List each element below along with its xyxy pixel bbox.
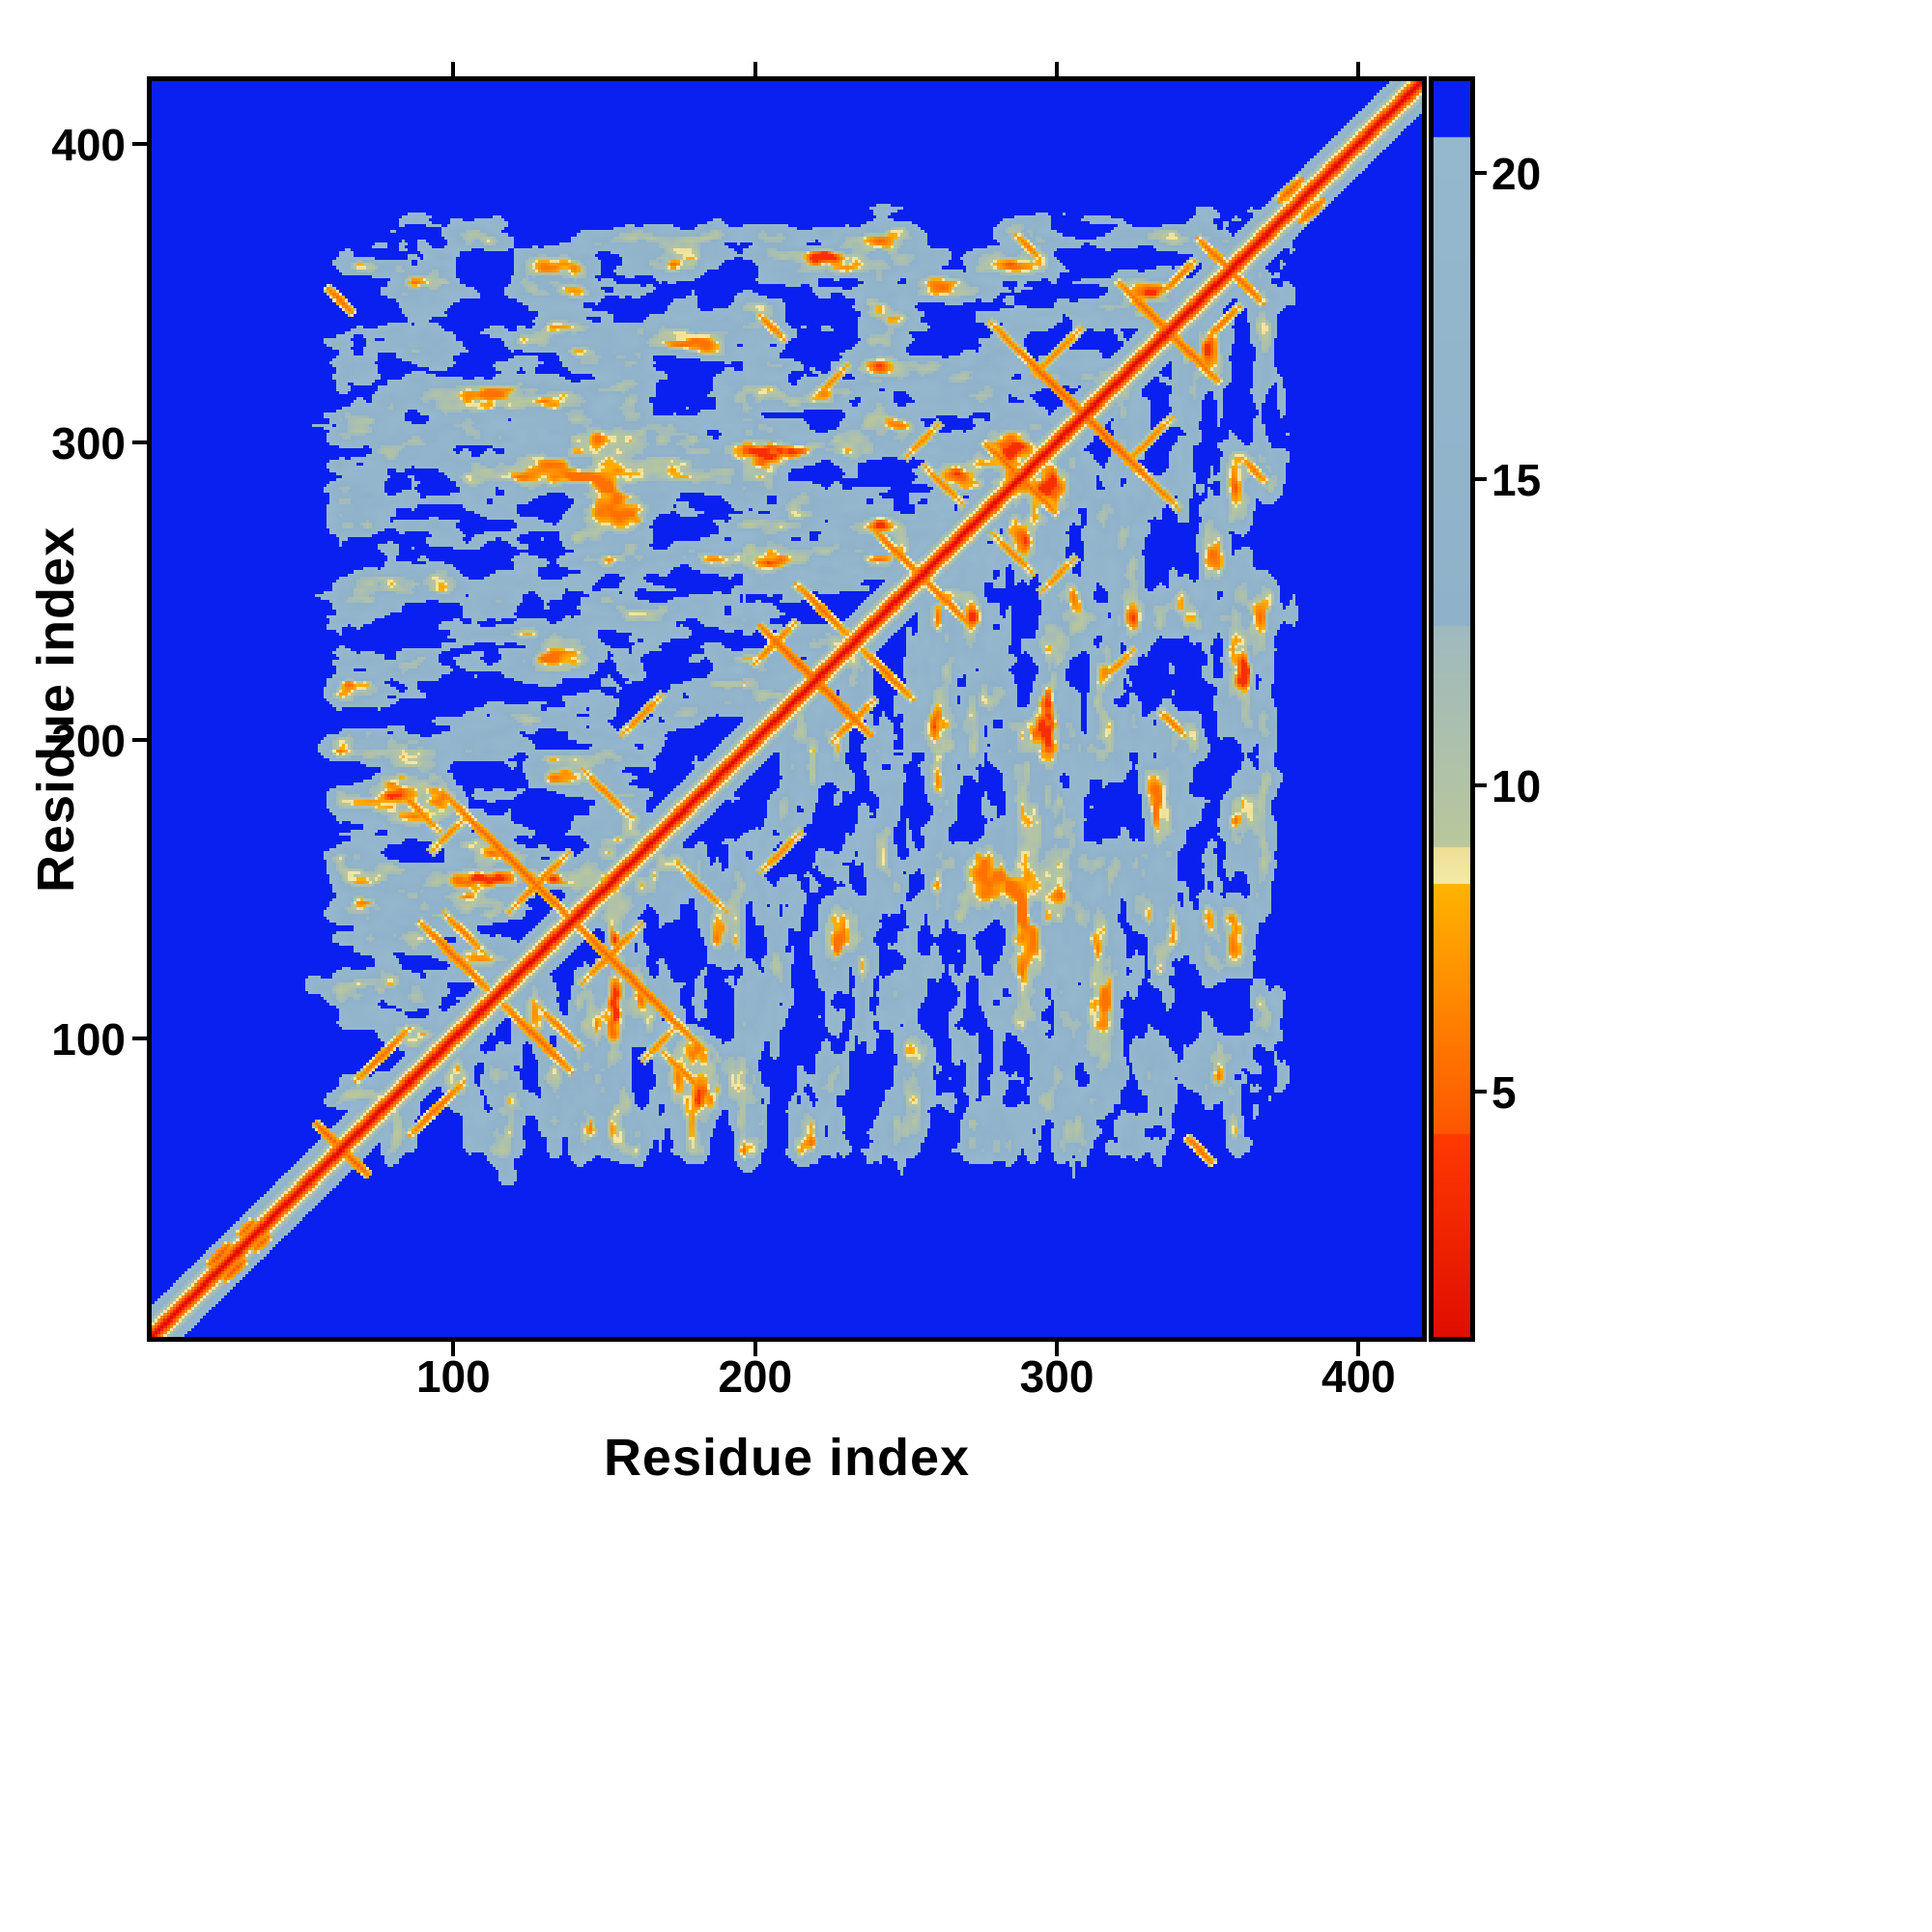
plot-area-frame [147, 76, 1427, 1342]
x-tick-mark-top [1055, 62, 1060, 76]
x-tick-mark [1356, 1342, 1361, 1356]
colorbar-tick-label: 5 [1492, 1067, 1517, 1119]
x-tick-mark-top [1356, 62, 1361, 76]
x-axis-label: Residue index [603, 1429, 971, 1487]
y-axis-label: Residue index [27, 526, 85, 893]
x-tick-label: 300 [1019, 1351, 1094, 1402]
colorbar-tick-label: 15 [1492, 455, 1542, 506]
y-tick-mark [132, 141, 147, 146]
y-tick-label: 400 [51, 119, 126, 170]
x-tick-mark [1055, 1342, 1060, 1356]
colorbar [1434, 81, 1470, 1337]
x-tick-mark-top [753, 62, 757, 76]
x-tick-label: 200 [718, 1351, 793, 1402]
distance-map-heatmap [152, 81, 1422, 1337]
y-tick-mark [132, 738, 147, 743]
y-tick-mark [132, 1037, 147, 1041]
y-tick-label: 300 [51, 417, 126, 469]
colorbar-tick-mark [1475, 1090, 1487, 1094]
colorbar-tick-label: 20 [1492, 149, 1542, 200]
colorbar-frame [1429, 76, 1475, 1342]
y-tick-label: 200 [51, 716, 126, 767]
x-tick-mark [753, 1342, 757, 1356]
x-tick-mark-top [451, 62, 456, 76]
colorbar-tick-mark [1475, 171, 1487, 176]
colorbar-tick-mark [1475, 783, 1487, 788]
colorbar-tick-mark [1475, 477, 1487, 482]
y-tick-mark [132, 440, 147, 444]
x-tick-label: 100 [415, 1351, 491, 1402]
x-tick-mark [451, 1342, 456, 1356]
colorbar-tick-label: 10 [1492, 761, 1542, 812]
x-tick-label: 400 [1321, 1351, 1396, 1402]
y-tick-label: 100 [51, 1014, 126, 1065]
